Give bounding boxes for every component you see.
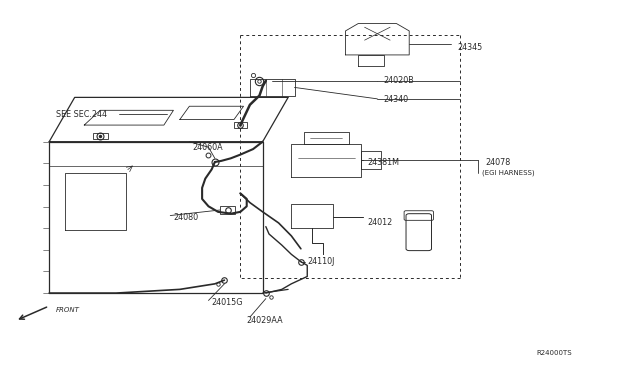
Bar <box>93 133 108 139</box>
Bar <box>234 122 246 128</box>
Text: R24000TS: R24000TS <box>537 350 572 356</box>
Text: 24345: 24345 <box>457 43 483 52</box>
Bar <box>220 206 236 214</box>
Text: FRONT: FRONT <box>56 307 79 313</box>
Text: 24012: 24012 <box>368 218 393 227</box>
Text: (EGI HARNESS): (EGI HARNESS) <box>483 170 535 176</box>
Text: 24029AA: 24029AA <box>246 316 284 325</box>
Text: 24078: 24078 <box>486 157 511 167</box>
Text: 24340: 24340 <box>384 95 409 104</box>
Text: 24080: 24080 <box>173 213 198 222</box>
Text: SEE SEC.244: SEE SEC.244 <box>56 109 106 119</box>
Text: 24020B: 24020B <box>384 76 415 85</box>
Text: 24015G: 24015G <box>212 298 243 307</box>
Text: 24060A: 24060A <box>193 143 223 152</box>
Text: 24110J: 24110J <box>307 257 335 266</box>
Text: 24381M: 24381M <box>368 157 400 167</box>
